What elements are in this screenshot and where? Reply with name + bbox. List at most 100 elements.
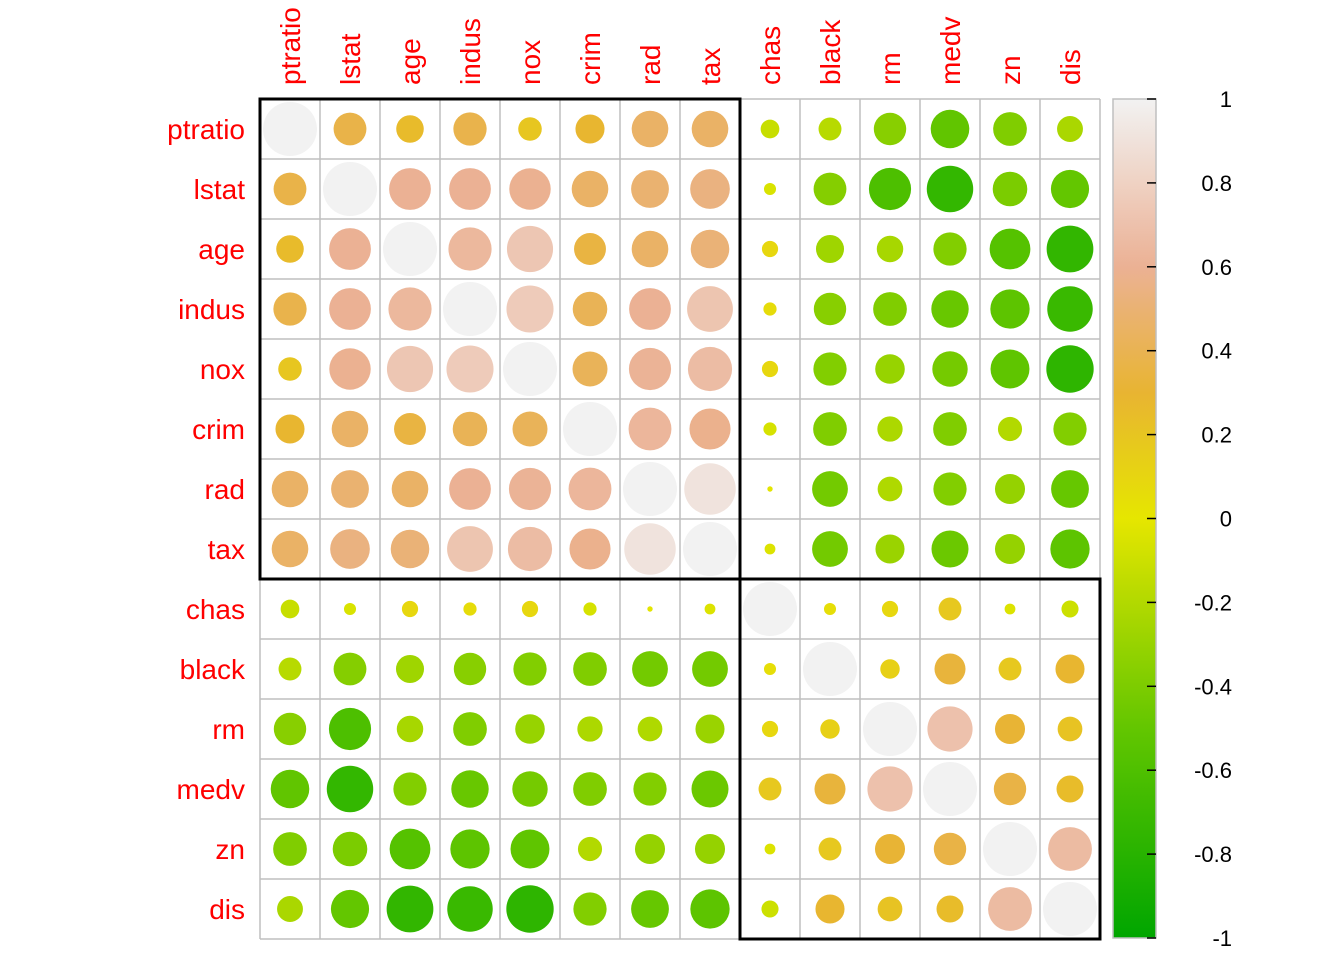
corr-circle-rm-chas [761,720,779,738]
col-label-rm: rm [875,52,906,85]
corr-circle-dis-lstat [330,889,370,929]
corr-circle-zn-age [389,828,431,870]
corr-circle-rad-indus [449,468,491,510]
corr-circle-age-nox [506,225,554,273]
colorbar-tick-label: -0.4 [1194,674,1232,699]
corr-circle-ptratio-zn [993,112,1027,146]
corr-circle-rad-rm [877,476,903,502]
corr-circle-chas-indus [463,602,477,616]
corr-circle-indus-tax [687,286,733,332]
corr-circle-lstat-chas [763,182,777,196]
row-label-lstat: lstat [194,174,246,205]
corr-circle-ptratio-rm [873,112,907,146]
corr-circle-rm-rm [863,702,917,756]
corr-circle-zn-nox [510,829,550,869]
corr-circle-ptratio-crim [575,114,605,144]
corr-circle-rm-dis [1057,716,1083,742]
col-label-age: age [395,38,426,85]
corr-circle-tax-black [812,531,848,567]
corr-circle-medv-zn [993,772,1027,806]
corr-circle-rad-nox [508,467,552,511]
colorbar-tick-label: -0.2 [1194,590,1232,615]
corr-circle-ptratio-rad [631,110,669,148]
col-label-dis: dis [1055,49,1086,85]
corr-circle-chas-crim [583,602,597,616]
corr-circle-medv-lstat [326,765,374,813]
corr-circle-rad-age [391,470,429,508]
colorbar-tick-label: -0.8 [1194,842,1232,867]
corr-circle-indus-crim [572,291,608,327]
corr-circle-nox-crim [572,351,608,387]
corr-circle-black-dis [1055,654,1085,684]
col-label-rad: rad [635,45,666,85]
corr-circle-dis-indus [447,886,493,932]
corr-circle-zn-indus [450,829,490,869]
corr-circle-zn-medv [933,832,967,866]
corr-circle-black-indus [453,652,487,686]
corr-circle-zn-ptratio [273,832,307,866]
corr-circle-age-medv [933,232,967,266]
corr-circle-ptratio-ptratio [263,102,317,156]
col-label-indus: indus [455,18,486,85]
corr-circle-age-rad [631,230,669,268]
row-label-ptratio: ptratio [167,114,245,145]
corr-circle-crim-indus [452,411,488,447]
corr-circle-rm-black [820,719,840,739]
col-label-ptratio: ptratio [275,7,306,85]
corr-circle-rm-medv [927,706,973,752]
corr-circle-chas-rad [647,606,653,612]
corr-circle-medv-black [814,773,846,805]
corr-circle-tax-indus [447,526,493,572]
corr-circle-medv-medv [923,762,977,816]
corr-circle-age-ptratio [276,235,304,263]
corr-circle-dis-medv [936,895,964,923]
corr-circle-indus-chas [763,302,777,316]
row-label-black: black [180,654,246,685]
corr-circle-rad-ptratio [271,470,309,508]
corr-circle-black-rm [880,659,900,679]
corr-circle-crim-lstat [331,410,369,448]
row-labels: ptratio lstat age indus nox crim rad tax chas bla… [167,114,246,925]
corr-circle-chas-chas [743,582,797,636]
row-label-rad: rad [205,474,245,505]
corr-circle-black-age [395,654,425,684]
corr-circle-lstat-age [389,168,431,210]
corr-circle-indus-rad [629,288,671,330]
corr-circle-chas-black [823,602,837,616]
corr-circle-tax-ptratio [271,530,309,568]
col-label-chas: chas [755,26,786,85]
corr-circle-zn-lstat [332,831,368,867]
corr-circle-chas-dis [1061,600,1079,618]
col-label-zn: zn [995,55,1026,85]
corr-circle-chas-rm [881,600,899,618]
corr-circle-nox-chas [761,360,779,378]
corr-circle-black-tax [692,651,728,687]
col-label-nox: nox [515,40,546,85]
corr-circle-tax-zn [994,533,1026,565]
corr-circle-tax-tax [683,522,737,576]
corr-circle-lstat-indus [449,168,491,210]
corr-circle-chas-ptratio [280,599,300,619]
corr-circle-tax-age [390,529,430,569]
corr-circle-rm-tax [695,714,725,744]
corr-circle-lstat-lstat [323,162,377,216]
corr-circle-black-medv [934,653,966,685]
corr-circle-chas-zn [1004,603,1016,615]
corr-circle-medv-indus [451,770,489,808]
corr-circle-black-crim [573,652,607,686]
corr-circle-crim-dis [1053,412,1087,446]
corr-circle-nox-rm [875,354,905,384]
corr-circle-ptratio-indus [453,112,487,146]
corr-circle-zn-black [818,837,842,861]
corr-circle-age-indus [448,227,492,271]
corr-circle-rad-rad [623,462,677,516]
corr-circle-age-rm [876,235,904,263]
corr-circle-lstat-crim [571,170,609,208]
corr-circle-tax-nox [507,526,553,572]
corr-circle-ptratio-nox [518,117,542,141]
corr-circle-nox-zn [990,349,1030,389]
corr-circle-age-crim [574,233,606,265]
correlation-circles [263,102,1097,936]
corr-circle-chas-medv [938,597,962,621]
corr-circle-nox-age [386,345,434,393]
